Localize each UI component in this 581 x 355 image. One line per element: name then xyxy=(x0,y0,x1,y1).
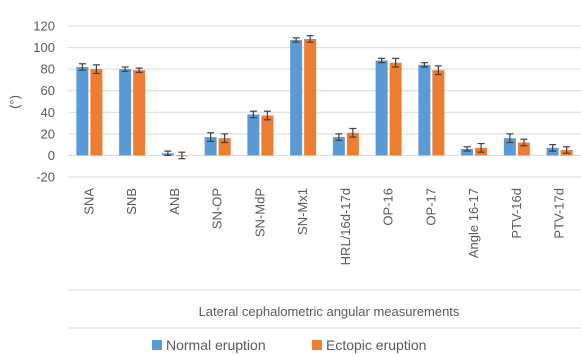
gridlines xyxy=(68,25,581,178)
x-axis-title: Lateral cephalometric angular measuremen… xyxy=(199,304,460,319)
error-bar xyxy=(249,110,257,119)
error-bar xyxy=(420,62,428,68)
error-bar xyxy=(349,127,357,138)
error-bar xyxy=(178,151,186,160)
error-bar xyxy=(263,110,271,121)
y-tick-label: 80 xyxy=(41,62,55,77)
bar-normal-9 xyxy=(461,148,474,156)
y-tick-label: 0 xyxy=(48,148,55,163)
error-bar xyxy=(335,133,343,141)
category-label: OP-16 xyxy=(381,188,396,226)
bar-normal-7 xyxy=(375,60,388,156)
legend: Normal eruption Ectopic eruption xyxy=(152,337,426,353)
category-label: Angle 16-17 xyxy=(466,188,481,258)
y-tick-label: 120 xyxy=(33,19,55,34)
error-bar xyxy=(378,57,386,64)
y-tick-labels: -20 0 20 40 60 80 100 120 xyxy=(33,19,55,185)
bar-ectopic-8 xyxy=(432,70,445,156)
category-label: SN-Mx1 xyxy=(295,188,310,235)
category-label: SN-MdP xyxy=(252,188,267,237)
error-bar xyxy=(520,138,528,147)
error-bar xyxy=(78,63,86,71)
legend-label-ectopic: Ectopic eruption xyxy=(326,337,426,353)
error-bar xyxy=(477,142,485,153)
bars xyxy=(76,38,573,157)
category-label: OP-17 xyxy=(423,188,438,226)
category-label: SNB xyxy=(124,188,139,215)
bar-ectopic-7 xyxy=(389,62,402,156)
y-tick-label: -20 xyxy=(36,170,55,185)
bar-ectopic-0 xyxy=(90,69,103,156)
error-bar xyxy=(207,132,215,143)
bar-normal-8 xyxy=(418,64,431,156)
error-bars xyxy=(78,35,571,160)
bar-ectopic-1 xyxy=(133,70,146,156)
error-bar xyxy=(549,144,557,152)
category-label: PTV-16d xyxy=(509,188,524,239)
error-bar xyxy=(92,64,100,75)
category-label: PTV-17d xyxy=(552,188,567,239)
category-label: HRL/16d-17d xyxy=(338,188,353,265)
error-bar xyxy=(306,35,314,43)
y-tick-label: 40 xyxy=(41,105,55,120)
bar-ectopic-5 xyxy=(304,38,317,156)
error-bar xyxy=(135,67,143,73)
error-bar xyxy=(164,150,172,157)
error-bar xyxy=(463,146,471,152)
bar-normal-0 xyxy=(76,66,89,156)
bar-normal-4 xyxy=(247,114,260,156)
legend-swatch-normal xyxy=(152,340,162,350)
category-label: ANB xyxy=(167,188,182,215)
y-tick-label: 60 xyxy=(41,83,55,98)
x-category-labels: SNA SNB ANB SN-OP SN-MdP SN-Mx1 HRL/16d-17d OP-… xyxy=(81,188,566,266)
error-bar xyxy=(563,146,571,154)
bar-normal-1 xyxy=(119,69,132,156)
error-bar xyxy=(434,65,442,76)
error-bar xyxy=(392,57,400,68)
error-bar xyxy=(221,133,229,144)
category-label: SNA xyxy=(81,188,96,215)
category-label: SN-OP xyxy=(210,188,225,229)
bar-normal-5 xyxy=(290,40,303,156)
bar-ectopic-4 xyxy=(261,115,274,156)
bar-normal-6 xyxy=(332,137,345,156)
bar-ectopic-6 xyxy=(346,132,359,156)
y-tick-label: 100 xyxy=(33,40,55,55)
legend-swatch-ectopic xyxy=(312,340,322,350)
y-tick-label: 20 xyxy=(41,126,55,141)
error-bar xyxy=(292,37,300,43)
error-bar xyxy=(121,66,129,72)
error-bar xyxy=(506,133,514,144)
y-axis-title: (°) xyxy=(7,95,22,109)
legend-label-normal: Normal eruption xyxy=(166,337,266,353)
